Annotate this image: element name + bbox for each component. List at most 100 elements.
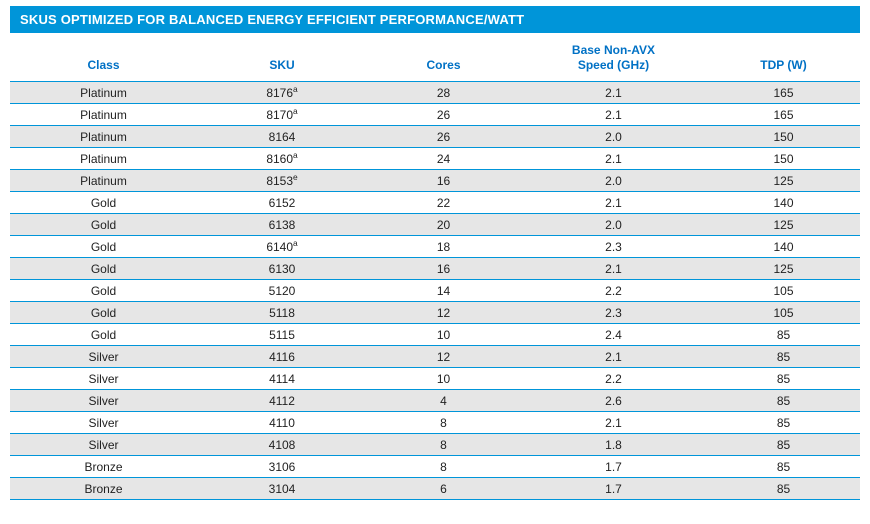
- cell-tdp: 85: [707, 346, 860, 368]
- cell-tdp: 105: [707, 280, 860, 302]
- cell-tdp: 85: [707, 456, 860, 478]
- cell-class: Platinum: [10, 82, 197, 104]
- header-row: ClassSKUCoresBase Non-AVXSpeed (GHz)TDP …: [10, 37, 860, 82]
- table-row: Platinum8170a262.1165: [10, 104, 860, 126]
- table-row: Gold5120142.2105: [10, 280, 860, 302]
- cell-tdp: 85: [707, 368, 860, 390]
- sku-footnote: a: [293, 238, 298, 248]
- col-header-cores: Cores: [367, 37, 520, 82]
- cell-tdp: 85: [707, 412, 860, 434]
- cell-speed: 2.4: [520, 324, 707, 346]
- cell-class: Silver: [10, 346, 197, 368]
- page-wrap: SKUS OPTIMIZED FOR BALANCED ENERGY EFFIC…: [0, 0, 870, 506]
- cell-cores: 8: [367, 412, 520, 434]
- table-row: Silver4114102.285: [10, 368, 860, 390]
- cell-tdp: 140: [707, 236, 860, 258]
- cell-speed: 2.1: [520, 192, 707, 214]
- cell-cores: 16: [367, 170, 520, 192]
- cell-class: Gold: [10, 192, 197, 214]
- cell-speed: 2.1: [520, 412, 707, 434]
- cell-sku: 8164: [197, 126, 367, 148]
- cell-cores: 12: [367, 302, 520, 324]
- cell-speed: 2.1: [520, 104, 707, 126]
- table-row: Silver410881.885: [10, 434, 860, 456]
- cell-tdp: 85: [707, 390, 860, 412]
- table-row: Gold5115102.485: [10, 324, 860, 346]
- cell-speed: 1.7: [520, 456, 707, 478]
- table-row: Platinum8160a242.1150: [10, 148, 860, 170]
- table-row: Silver411242.685: [10, 390, 860, 412]
- table-row: Silver4116122.185: [10, 346, 860, 368]
- cell-sku: 4108: [197, 434, 367, 456]
- cell-speed: 1.8: [520, 434, 707, 456]
- sku-footnote: a: [293, 84, 298, 94]
- cell-sku: 5115: [197, 324, 367, 346]
- cell-class: Platinum: [10, 104, 197, 126]
- cell-tdp: 85: [707, 434, 860, 456]
- cell-speed: 2.2: [520, 368, 707, 390]
- table-row: Gold6140a182.3140: [10, 236, 860, 258]
- cell-cores: 12: [367, 346, 520, 368]
- cell-class: Gold: [10, 236, 197, 258]
- cell-class: Platinum: [10, 148, 197, 170]
- cell-sku: 8160a: [197, 148, 367, 170]
- cell-cores: 18: [367, 236, 520, 258]
- cell-sku: 6130: [197, 258, 367, 280]
- sku-footnote: a: [293, 150, 298, 160]
- cell-cores: 8: [367, 456, 520, 478]
- cell-speed: 1.7: [520, 478, 707, 500]
- cell-sku: 3104: [197, 478, 367, 500]
- cell-tdp: 105: [707, 302, 860, 324]
- cell-sku: 4114: [197, 368, 367, 390]
- cell-tdp: 85: [707, 324, 860, 346]
- sku-footnote: a: [293, 106, 298, 116]
- table-row: Bronze310681.785: [10, 456, 860, 478]
- col-header-speed: Base Non-AVXSpeed (GHz): [520, 37, 707, 82]
- cell-class: Gold: [10, 302, 197, 324]
- cell-speed: 2.1: [520, 258, 707, 280]
- cell-sku: 6138: [197, 214, 367, 236]
- col-header-sku: SKU: [197, 37, 367, 82]
- cell-cores: 24: [367, 148, 520, 170]
- cell-sku: 8153e: [197, 170, 367, 192]
- cell-speed: 2.0: [520, 170, 707, 192]
- table-row: Platinum8153e162.0125: [10, 170, 860, 192]
- cell-cores: 22: [367, 192, 520, 214]
- cell-sku: 3106: [197, 456, 367, 478]
- col-header-class: Class: [10, 37, 197, 82]
- cell-sku: 5118: [197, 302, 367, 324]
- cell-tdp: 165: [707, 82, 860, 104]
- cell-class: Gold: [10, 258, 197, 280]
- cell-class: Platinum: [10, 126, 197, 148]
- cell-cores: 26: [367, 104, 520, 126]
- cell-speed: 2.3: [520, 236, 707, 258]
- cell-cores: 10: [367, 368, 520, 390]
- cell-class: Bronze: [10, 478, 197, 500]
- cell-class: Bronze: [10, 456, 197, 478]
- cell-cores: 8: [367, 434, 520, 456]
- cell-sku: 8176a: [197, 82, 367, 104]
- cell-sku: 4112: [197, 390, 367, 412]
- cell-class: Gold: [10, 324, 197, 346]
- table-row: Bronze310461.785: [10, 478, 860, 500]
- cell-sku: 8170a: [197, 104, 367, 126]
- cell-sku: 5120: [197, 280, 367, 302]
- cell-cores: 28: [367, 82, 520, 104]
- cell-speed: 2.3: [520, 302, 707, 324]
- cell-tdp: 150: [707, 148, 860, 170]
- cell-cores: 14: [367, 280, 520, 302]
- cell-cores: 20: [367, 214, 520, 236]
- cell-class: Silver: [10, 390, 197, 412]
- cell-class: Silver: [10, 412, 197, 434]
- cell-speed: 2.1: [520, 346, 707, 368]
- cell-speed: 2.1: [520, 82, 707, 104]
- cell-class: Gold: [10, 214, 197, 236]
- cell-tdp: 150: [707, 126, 860, 148]
- cell-speed: 2.6: [520, 390, 707, 412]
- cell-class: Platinum: [10, 170, 197, 192]
- cell-speed: 2.1: [520, 148, 707, 170]
- cell-tdp: 125: [707, 170, 860, 192]
- cell-speed: 2.0: [520, 214, 707, 236]
- cell-class: Silver: [10, 368, 197, 390]
- title-bar: SKUS OPTIMIZED FOR BALANCED ENERGY EFFIC…: [10, 6, 860, 33]
